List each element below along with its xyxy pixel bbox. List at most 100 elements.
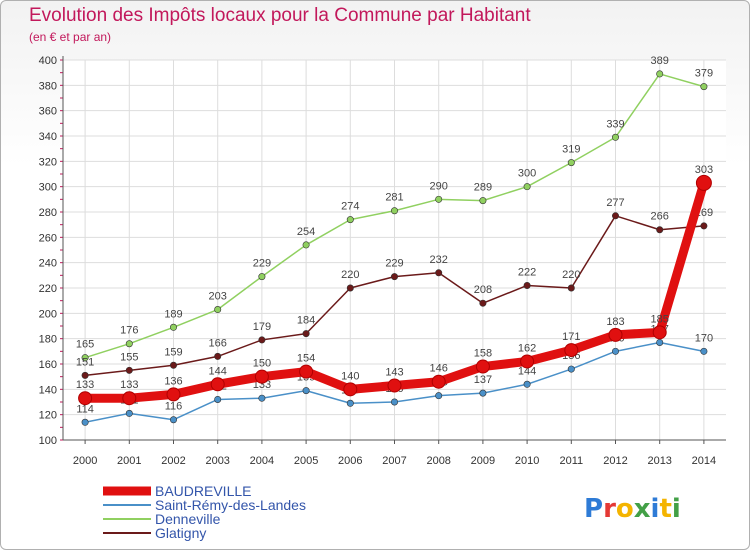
data-point: [652, 325, 667, 340]
series-glatigny: 151 155 159 166 179 184 220 229 232 208 222 220 277 2…: [76, 197, 713, 379]
data-label: 290: [430, 180, 448, 192]
data-label: 150: [253, 358, 271, 370]
data-point: [214, 395, 222, 403]
data-point: [78, 391, 93, 406]
y-tick-label: 220: [39, 283, 57, 295]
data-label: 222: [518, 266, 536, 278]
y-tick-label: 300: [39, 182, 57, 194]
data-label: 151: [76, 356, 94, 368]
data-label: 133: [120, 379, 138, 391]
data-point: [81, 354, 89, 362]
data-label: 277: [606, 197, 624, 209]
data-point: [81, 418, 89, 426]
data-point: [567, 159, 575, 167]
data-label: 184: [297, 315, 315, 327]
data-label: 203: [209, 291, 227, 303]
data-label: 189: [164, 308, 182, 320]
data-label: 229: [385, 258, 403, 270]
data-point: [346, 284, 354, 292]
data-label: 289: [474, 182, 492, 194]
data-label: 281: [385, 192, 403, 204]
data-point: [700, 83, 708, 91]
x-tick-label: 2010: [515, 455, 539, 467]
data-label: 170: [695, 332, 713, 344]
data-point: [125, 409, 133, 417]
proxiti-logo: Proxiti: [584, 494, 681, 524]
data-label: 303: [695, 164, 713, 176]
data-point: [567, 365, 575, 373]
x-tick-label: 2012: [603, 455, 627, 467]
data-point: [700, 222, 708, 230]
legend-entry: BAUDREVILLE: [155, 483, 251, 499]
y-tick-label: 280: [39, 207, 57, 219]
data-point: [302, 241, 310, 249]
data-label: 339: [606, 118, 624, 130]
data-point: [390, 207, 398, 215]
data-label: 144: [209, 365, 227, 377]
x-tick-label: 2007: [382, 455, 406, 467]
data-label: 220: [341, 269, 359, 281]
chart-subtitle: (en € et par an): [29, 30, 112, 44]
data-point: [258, 394, 266, 402]
data-point: [475, 359, 490, 374]
y-tick-label: 160: [39, 359, 57, 371]
data-point: [523, 380, 531, 388]
data-point: [479, 197, 487, 205]
data-point: [81, 371, 89, 379]
data-label: 389: [651, 55, 669, 67]
y-tick-label: 180: [39, 334, 57, 346]
x-tick-label: 2001: [117, 455, 141, 467]
y-tick-label: 240: [39, 258, 57, 270]
data-label: 158: [474, 348, 492, 360]
data-point: [656, 70, 664, 78]
y-tick-label: 200: [39, 308, 57, 320]
data-label: 220: [562, 269, 580, 281]
data-point: [170, 323, 178, 331]
data-point: [435, 269, 443, 277]
data-point: [435, 392, 443, 400]
y-tick-label: 140: [39, 384, 57, 396]
data-label: 116: [165, 401, 183, 413]
data-point: [210, 377, 225, 392]
data-point: [387, 378, 402, 393]
data-point: [520, 354, 535, 369]
y-tick-label: 360: [39, 106, 57, 118]
data-point: [435, 195, 443, 203]
data-point: [166, 387, 181, 402]
x-tick-label: 2009: [471, 455, 495, 467]
data-point: [611, 133, 619, 141]
data-point: [170, 416, 178, 424]
data-point: [523, 281, 531, 289]
data-label: 232: [430, 254, 448, 266]
data-label: 266: [651, 211, 669, 223]
data-label: 208: [474, 284, 492, 296]
y-tick-label: 120: [39, 410, 57, 422]
x-tick-label: 2014: [692, 455, 716, 467]
data-point: [608, 327, 623, 342]
data-label: 140: [341, 370, 359, 382]
data-label: 143: [385, 367, 403, 379]
data-label: 154: [297, 353, 315, 365]
x-tick-label: 2004: [250, 455, 274, 467]
data-label: 274: [341, 201, 359, 213]
data-point: [258, 336, 266, 344]
x-tick-label: 2008: [426, 455, 450, 467]
data-point: [564, 343, 579, 358]
data-point: [611, 212, 619, 220]
data-point: [431, 374, 446, 389]
data-label: 183: [606, 316, 624, 328]
x-tick-label: 2005: [294, 455, 318, 467]
data-label: 379: [695, 68, 713, 80]
data-point: [567, 284, 575, 292]
data-point: [390, 398, 398, 406]
data-label: 155: [120, 351, 138, 363]
data-label: 229: [253, 258, 271, 270]
chart-title: Evolution des Impôts locaux pour la Comm…: [29, 5, 531, 26]
data-label: 133: [253, 379, 271, 391]
data-point: [299, 364, 314, 379]
data-point: [479, 299, 487, 307]
data-point: [523, 183, 531, 191]
data-label: 137: [474, 374, 492, 386]
data-label: 133: [76, 379, 94, 391]
data-label: 162: [518, 342, 536, 354]
